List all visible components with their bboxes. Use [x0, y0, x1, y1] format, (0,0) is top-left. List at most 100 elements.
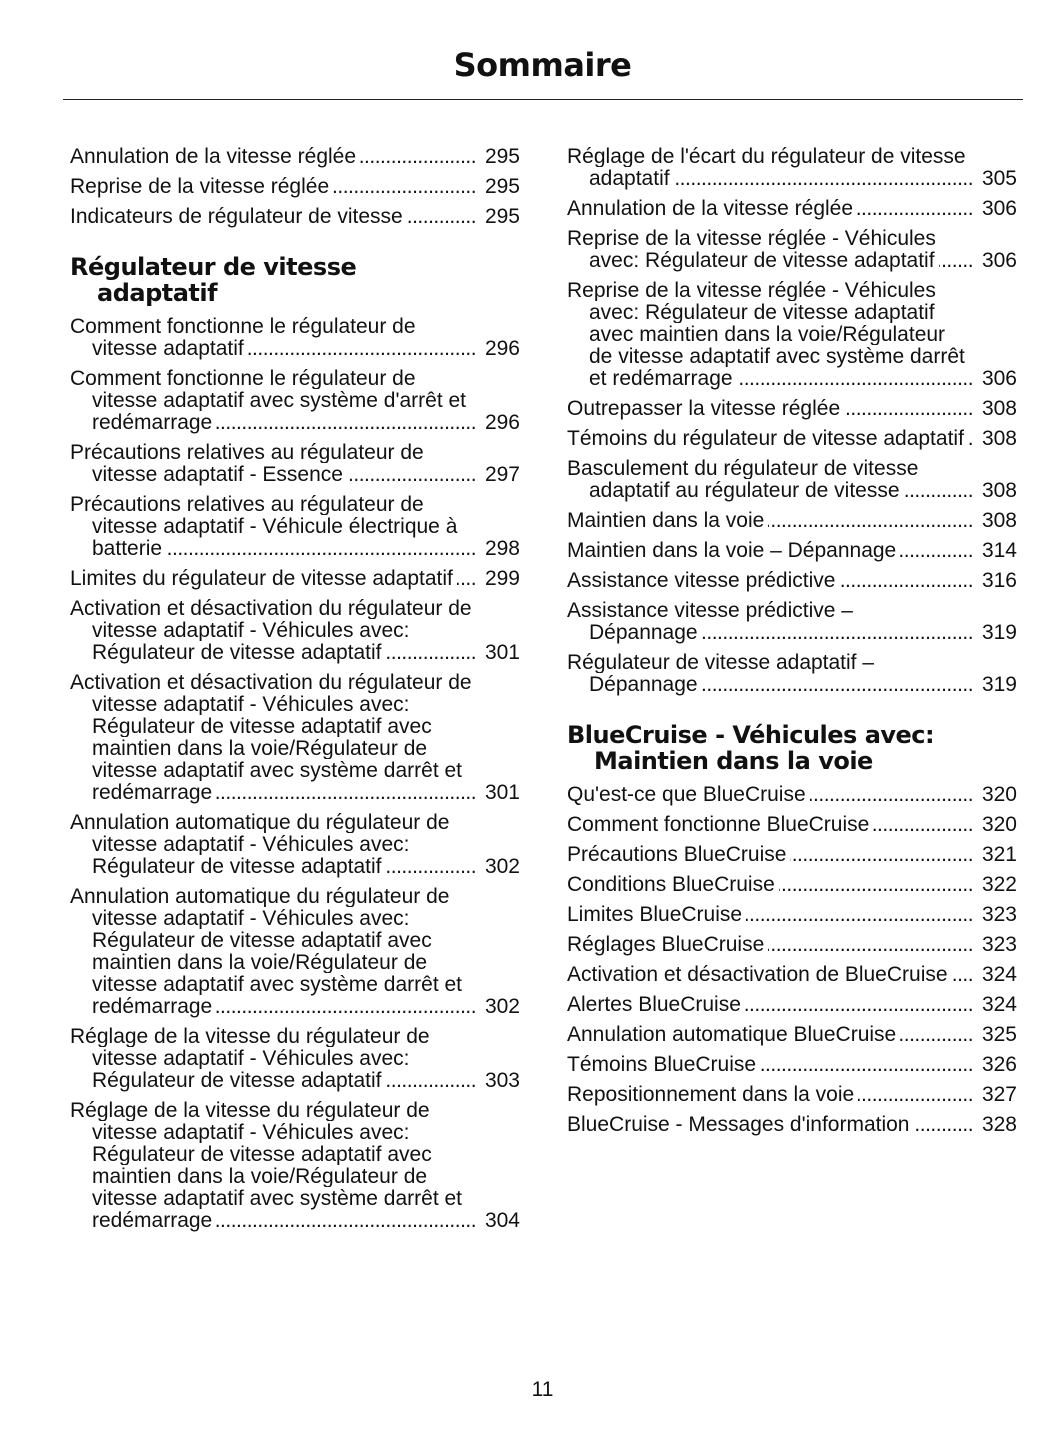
toc-entry: Précautions relatives au régulateur de v… — [70, 441, 520, 486]
entry-page: 308 — [981, 427, 1017, 450]
toc-entry: Annulation automatique du régulateur de … — [70, 811, 520, 878]
entry-text: Limites du régulateur de vitesse adaptat… — [70, 567, 457, 590]
toc-entry: Activation et désactivation du régulateu… — [70, 597, 520, 664]
entry-page: 297 — [484, 463, 520, 486]
entry-text: Outrepasser la vitesse réglée — [567, 397, 845, 420]
toc-entry: Précautions relatives au régulateur de v… — [70, 493, 520, 560]
entry-text: Repositionnement dans la voie — [567, 1083, 859, 1106]
toc-entry: Conditions BlueCruise 322 — [567, 873, 1017, 896]
toc-entry: Indicateurs de régulateur de vitesse 295 — [70, 205, 520, 228]
toc-entry: Annulation de la vitesse réglée 306 — [567, 197, 1017, 220]
entry-text: Comment fonctionne le régulateur de vite… — [70, 315, 416, 360]
entry-page: 314 — [981, 539, 1017, 562]
entry-page: 327 — [981, 1083, 1017, 1106]
entry-text: Annulation de la vitesse réglée — [567, 197, 858, 220]
page-title: Sommaire — [453, 46, 632, 84]
entry-text: Précautions relatives au régulateur de v… — [70, 441, 424, 486]
entry-text: Témoins du régulateur de vitesse adaptat… — [567, 427, 968, 450]
entry-page: 324 — [981, 963, 1017, 986]
toc-entry: Réglage de la vitesse du régulateur de v… — [70, 1099, 520, 1232]
entry-page: 322 — [981, 873, 1017, 896]
toc-entry: Reprise de la vitesse réglée 295 — [70, 175, 520, 198]
entry-text: Comment fonctionne le régulateur de vite… — [70, 367, 467, 434]
toc-entry: Comment fonctionne le régulateur de vite… — [70, 367, 520, 434]
entry-page: 319 — [981, 673, 1017, 696]
toc-entry: Limites BlueCruise 323 — [567, 903, 1017, 926]
entry-text: Alertes BlueCruise — [567, 993, 745, 1016]
toc-entry: Précautions BlueCruise 321 — [567, 843, 1017, 866]
toc-entry: Assistance vitesse prédictive 316 — [567, 569, 1017, 592]
entry-text: Maintien dans la voie — [567, 509, 769, 532]
entry-text: Réglages BlueCruise — [567, 933, 769, 956]
toc-entry: Assistance vitesse prédictive – Dépannag… — [567, 599, 1017, 644]
entry-text: Activation et désactivation du régulateu… — [70, 671, 472, 804]
page-number: 11 — [531, 1378, 554, 1401]
toc-entry: Comment fonctionne BlueCruise 320 — [567, 813, 1017, 836]
toc-entry: Maintien dans la voie – Dépannage 314 — [567, 539, 1017, 562]
toc-entry: Activation et désactivation du régulateu… — [70, 671, 520, 804]
toc-entry: Comment fonctionne le régulateur de vite… — [70, 315, 520, 360]
entry-text: Activation et désactivation de BlueCruis… — [567, 963, 952, 986]
section-heading: Régulateur de vitesse adaptatif — [70, 253, 357, 307]
entry-page: 302 — [484, 995, 520, 1018]
entry-page: 308 — [981, 397, 1017, 420]
entry-text: BlueCruise - Messages d'information — [567, 1113, 914, 1136]
entry-page: 323 — [981, 903, 1017, 926]
entry-page: 320 — [981, 813, 1017, 836]
entry-text: Conditions BlueCruise — [567, 873, 779, 896]
entry-page: 296 — [484, 411, 520, 434]
entry-text: Annulation automatique du régulateur de … — [70, 811, 450, 878]
entry-page: 308 — [981, 509, 1017, 532]
toc-column: Réglage de l'écart du régulateur de vite… — [567, 145, 1017, 1144]
entry-page: 304 — [484, 1209, 520, 1232]
entry-text: Indicateurs de régulateur de vitesse — [70, 205, 407, 228]
entry-page: 299 — [484, 567, 520, 590]
section-heading: BlueCruise - Véhicules avec: Maintien da… — [567, 721, 935, 775]
toc-entry: Réglages BlueCruise 323 — [567, 933, 1017, 956]
toc-entry: Annulation de la vitesse réglée 295 — [70, 145, 520, 168]
toc-entry: Limites du régulateur de vitesse adaptat… — [70, 567, 520, 590]
entry-text: Reprise de la vitesse réglée - Véhicules… — [567, 227, 939, 272]
toc-column: Annulation de la vitesse réglée 295 Repris… — [70, 145, 520, 1240]
entry-page: 321 — [981, 843, 1017, 866]
entry-text: Limites BlueCruise — [567, 903, 747, 926]
entry-text: Témoins BlueCruise — [567, 1053, 761, 1076]
toc-entry: Réglage de la vitesse du régulateur de v… — [70, 1025, 520, 1092]
entry-text: Activation et désactivation du régulateu… — [70, 597, 472, 664]
toc-entry: Maintien dans la voie 308 — [567, 509, 1017, 532]
entry-page: 319 — [981, 621, 1017, 644]
entry-page: 306 — [981, 197, 1017, 220]
entry-page: 295 — [484, 205, 520, 228]
entry-page: 302 — [484, 855, 520, 878]
entry-text: Annulation automatique du régulateur de … — [70, 885, 463, 1018]
entry-text: Annulation de la vitesse réglée — [70, 145, 361, 168]
toc-entry: Reprise de la vitesse réglée - Véhicules… — [567, 227, 1017, 272]
entry-page: 328 — [981, 1113, 1017, 1136]
entry-text: Qu'est-ce que BlueCruise — [567, 783, 810, 806]
toc-entry: BlueCruise - Messages d'information 328 — [567, 1113, 1017, 1136]
entry-page: 301 — [484, 641, 520, 664]
toc-entry: Témoins BlueCruise 326 — [567, 1053, 1017, 1076]
entry-page: 301 — [484, 781, 520, 804]
toc-entry: Annulation automatique du régulateur de … — [70, 885, 520, 1018]
toc-entry: Témoins du régulateur de vitesse adaptat… — [567, 427, 1017, 450]
entry-page: 295 — [484, 145, 520, 168]
toc-entry: Réglage de l'écart du régulateur de vite… — [567, 145, 1017, 190]
toc-entry: Repositionnement dans la voie 327 — [567, 1083, 1017, 1106]
entry-page: 326 — [981, 1053, 1017, 1076]
entry-page: 320 — [981, 783, 1017, 806]
toc-entry: Alertes BlueCruise 324 — [567, 993, 1017, 1016]
entry-page: 324 — [981, 993, 1017, 1016]
entry-text: Précautions BlueCruise — [567, 843, 791, 866]
entry-text: Réglage de la vitesse du régulateur de v… — [70, 1025, 430, 1092]
toc-entry: Régulateur de vitesse adaptatif – Dépann… — [567, 651, 1017, 696]
entry-page: 305 — [981, 167, 1017, 190]
entry-page: 306 — [981, 367, 1017, 390]
entry-text: Annulation automatique BlueCruise — [567, 1023, 901, 1046]
entry-text: Maintien dans la voie – Dépannage — [567, 539, 901, 562]
entry-page: 316 — [981, 569, 1017, 592]
entry-page: 296 — [484, 337, 520, 360]
toc-entry: Activation et désactivation de BlueCruis… — [567, 963, 1017, 986]
toc-entry: Qu'est-ce que BlueCruise 320 — [567, 783, 1017, 806]
